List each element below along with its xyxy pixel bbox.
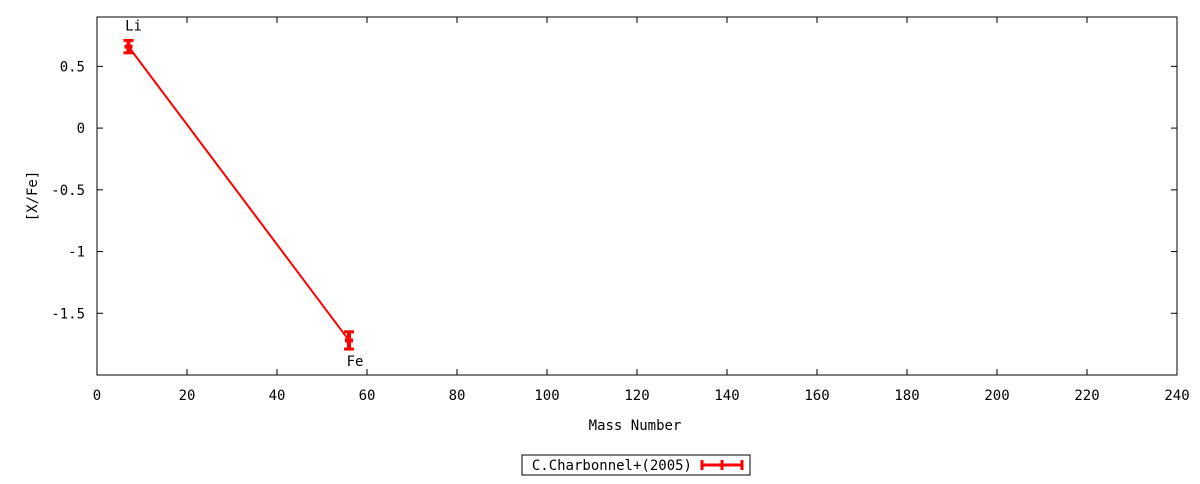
y-tick-label: -1 bbox=[68, 245, 85, 261]
x-tick-label: 60 bbox=[359, 388, 376, 404]
y-axis-label: [X/Fe] bbox=[25, 171, 41, 222]
x-tick-label: 160 bbox=[804, 388, 829, 404]
x-tick-label: 140 bbox=[714, 388, 739, 404]
series-layer: Li Fe bbox=[123, 18, 364, 370]
y-axis-ticks: 0.5 0 -0.5 -1 -1.5 bbox=[51, 59, 1177, 322]
y-tick-label: 0 bbox=[77, 121, 85, 137]
y-tick-label: -0.5 bbox=[51, 183, 85, 199]
y-tick-label: -1.5 bbox=[51, 306, 85, 322]
x-tick-label: 120 bbox=[624, 388, 649, 404]
legend-sample bbox=[700, 460, 744, 470]
point-label: Fe bbox=[347, 354, 364, 370]
x-tick-label: 20 bbox=[179, 388, 196, 404]
x-tick-label: 80 bbox=[449, 388, 466, 404]
y-tick-label: 0.5 bbox=[60, 59, 85, 75]
point-label: Li bbox=[125, 18, 142, 34]
x-tick-label: 40 bbox=[269, 388, 286, 404]
x-axis-label: Mass Number bbox=[589, 418, 682, 434]
x-axis-ticks: 0 20 40 60 80 100 120 140 160 180 200 220 240 bbox=[93, 17, 1190, 404]
data-point bbox=[345, 338, 353, 343]
x-tick-label: 0 bbox=[93, 388, 101, 404]
legend-label: C.Charbonnel+(2005) bbox=[532, 458, 692, 474]
x-tick-label: 240 bbox=[1164, 388, 1189, 404]
x-tick-label: 220 bbox=[1074, 388, 1099, 404]
legend-box bbox=[521, 454, 751, 476]
plot-frame bbox=[96, 16, 1178, 376]
series-line bbox=[127, 46, 350, 342]
legend: C.Charbonnel+(2005) bbox=[521, 454, 751, 476]
x-tick-label: 100 bbox=[534, 388, 559, 404]
data-point bbox=[124, 44, 133, 49]
x-tick-label: 200 bbox=[984, 388, 1009, 404]
x-tick-label: 180 bbox=[894, 388, 919, 404]
